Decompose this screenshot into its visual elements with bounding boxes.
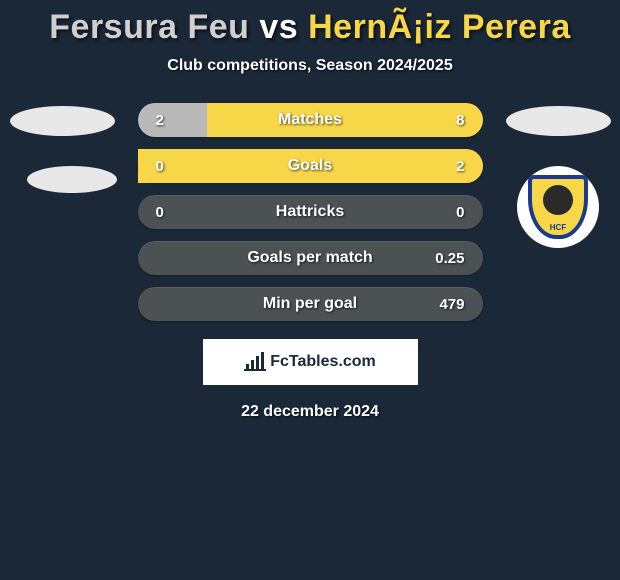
branding-box: FcTables.com (203, 339, 418, 385)
player2-club-crest: HCF (517, 166, 599, 248)
main-row: 2 Matches 8 0 Goals 2 0 Hattricks 0 Goals per mat… (0, 103, 620, 321)
right-side-column: HCF (501, 103, 616, 248)
player2-avatar-placeholder (506, 106, 611, 136)
stat-value-right: 0.25 (435, 250, 464, 267)
stat-bar: 2 Matches 8 (138, 103, 483, 137)
player1-name: Fersura Feu (49, 8, 249, 46)
stat-label: Hattricks (276, 203, 344, 221)
player1-avatar-placeholder (10, 106, 115, 136)
crest-shield: HCF (528, 175, 588, 239)
stat-value-left: 2 (156, 112, 164, 129)
stats-column: 2 Matches 8 0 Goals 2 0 Hattricks 0 Goals per mat… (138, 103, 483, 321)
vs-separator: vs (259, 8, 298, 46)
footer-date: 22 december 2024 (0, 403, 620, 421)
stat-label: Matches (278, 111, 342, 129)
subtitle: Club competitions, Season 2024/2025 (0, 57, 620, 75)
stat-bar: 0 Hattricks 0 (138, 195, 483, 229)
stat-value-right: 8 (456, 112, 464, 129)
stat-label: Goals per match (247, 249, 372, 267)
crest-head-silhouette (543, 185, 573, 215)
stat-value-right: 2 (456, 158, 464, 175)
crest-text: HCF (550, 223, 566, 232)
stat-fill-left (138, 103, 207, 137)
page-title: Fersura Feu vs HernÃ¡iz Perera (0, 8, 620, 47)
stat-value-left: 0 (156, 204, 164, 221)
player2-name: HernÃ¡iz Perera (308, 8, 571, 46)
comparison-infographic: Fersura Feu vs HernÃ¡iz Perera Club comp… (0, 0, 620, 421)
player1-club-placeholder (27, 166, 117, 193)
stat-label: Min per goal (263, 295, 357, 313)
stat-label: Goals (288, 157, 332, 175)
stat-value-left: 0 (156, 158, 164, 175)
stat-value-right: 0 (456, 204, 464, 221)
stat-bar: Min per goal 479 (138, 287, 483, 321)
stat-value-right: 479 (439, 296, 464, 313)
branding-text: FcTables.com (270, 353, 376, 371)
stat-bar: 0 Goals 2 (138, 149, 483, 183)
left-side-column (5, 103, 120, 193)
fctables-chart-icon (244, 353, 266, 371)
stat-bar: Goals per match 0.25 (138, 241, 483, 275)
stat-fill-right (207, 103, 483, 137)
